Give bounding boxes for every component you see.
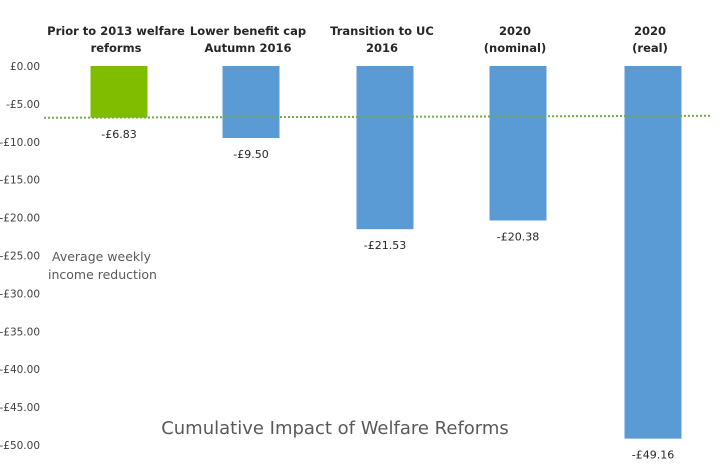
bar — [624, 66, 682, 439]
bars — [90, 66, 682, 439]
data-label: -£49.16 — [632, 449, 674, 462]
category-label: Transition to UC — [330, 24, 434, 38]
category-label: Lower benefit cap — [190, 24, 306, 38]
data-label: -£6.83 — [101, 128, 136, 141]
reference-line — [43, 114, 713, 119]
category-label: reforms — [91, 41, 142, 55]
data-label: -£21.53 — [364, 239, 406, 252]
annotation-line-1: Average weekly — [52, 249, 152, 264]
bar — [489, 66, 547, 221]
data-label: -£9.50 — [233, 148, 268, 161]
category-label: (real) — [632, 41, 668, 55]
average-reference-line — [43, 114, 713, 119]
annotation-line-2: income reduction — [48, 267, 157, 282]
y-tick-label: -£30.00 — [0, 288, 40, 300]
bar — [356, 66, 414, 230]
y-tick-label: -£50.00 — [0, 440, 40, 452]
category-label: Autumn 2016 — [205, 41, 292, 55]
category-label: Prior to 2013 welfare — [47, 24, 185, 38]
category-labels: Prior to 2013 welfare reforms Lower benefi… — [47, 24, 668, 55]
y-tick-label: -£10.00 — [0, 137, 40, 149]
category-label: 2016 — [366, 41, 398, 55]
data-label: -£20.38 — [497, 230, 539, 243]
data-labels: -£6.83 -£9.50 -£21.53 -£20.38 -£49.16 — [101, 128, 674, 462]
y-tick-label: -£5.00 — [6, 99, 40, 111]
y-tick-label: £0.00 — [10, 61, 40, 73]
category-label: 2020 — [499, 24, 531, 38]
y-tick-label: -£20.00 — [0, 213, 40, 225]
category-label: (nominal) — [484, 41, 546, 55]
y-tick-label: -£15.00 — [0, 175, 40, 187]
y-tick-label: -£35.00 — [0, 326, 40, 338]
chart-title: Cumulative Impact of Welfare Reforms — [161, 418, 509, 439]
y-axis: £0.00 -£5.00 -£10.00 -£15.00 -£20.00 -£25.00 -… — [0, 61, 40, 452]
y-tick-label: -£25.00 — [0, 251, 40, 263]
y-tick-label: -£40.00 — [0, 364, 40, 376]
category-label: 2020 — [634, 24, 666, 38]
bar — [222, 66, 280, 139]
bar — [90, 66, 148, 118]
y-tick-label: -£45.00 — [0, 402, 40, 414]
